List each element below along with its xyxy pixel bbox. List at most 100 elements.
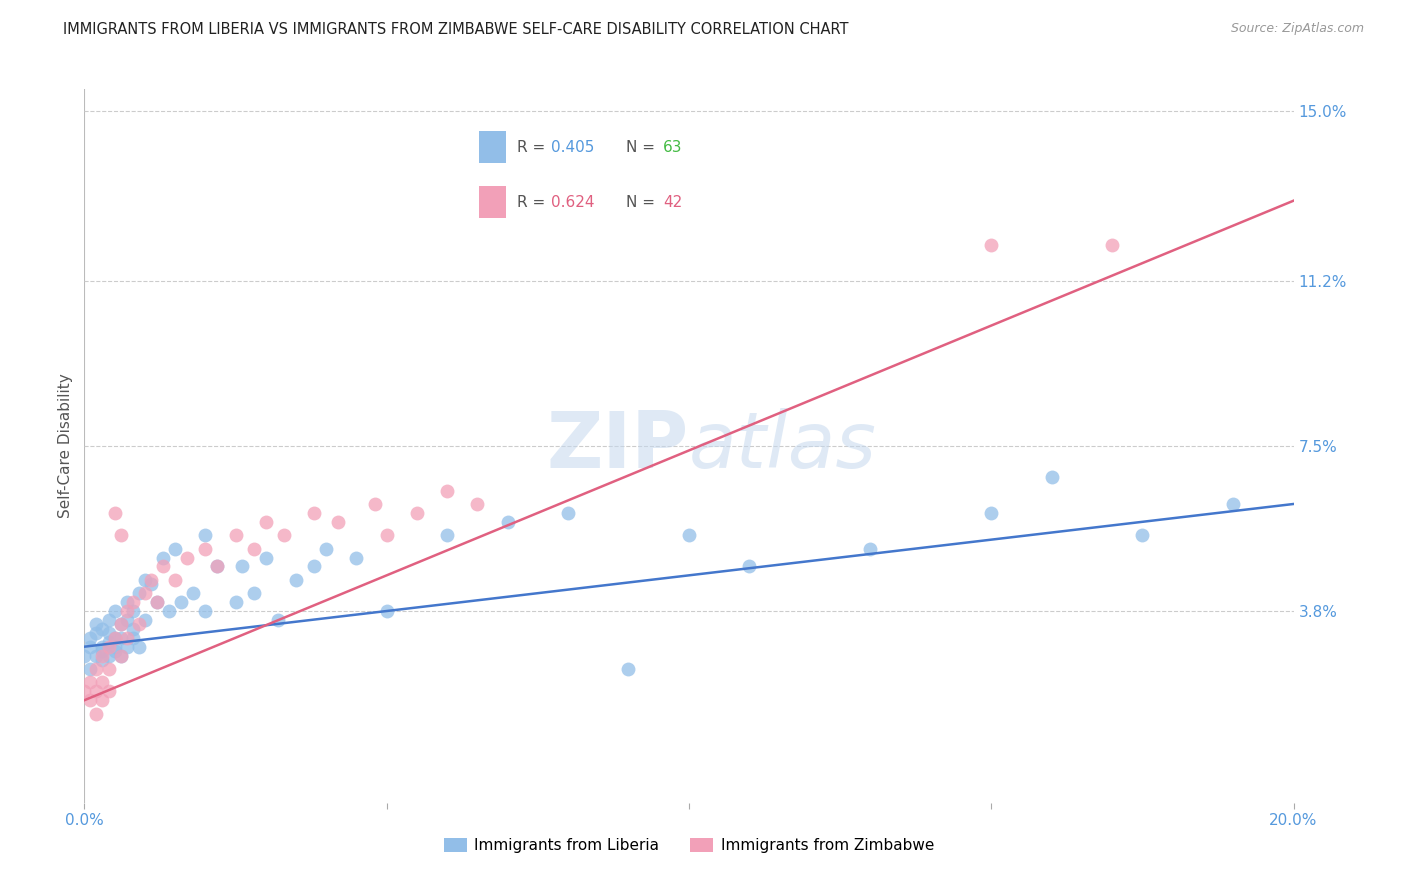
Point — [139, 573, 162, 587]
Point — [980, 506, 1002, 520]
Point — [157, 604, 180, 618]
Point — [302, 559, 325, 574]
Point — [146, 595, 169, 609]
Point — [110, 617, 132, 632]
Point — [1222, 497, 1244, 511]
Point — [91, 648, 114, 663]
Point — [181, 586, 204, 600]
Point — [86, 706, 108, 721]
Point — [97, 613, 120, 627]
Point — [121, 631, 143, 645]
Point — [557, 506, 579, 520]
Point — [165, 541, 187, 556]
Text: atlas: atlas — [689, 408, 877, 484]
Point — [285, 573, 308, 587]
Point — [97, 662, 120, 676]
Legend: Immigrants from Liberia, Immigrants from Zimbabwe: Immigrants from Liberia, Immigrants from… — [437, 832, 941, 859]
Y-axis label: Self-Care Disability: Self-Care Disability — [58, 374, 73, 518]
Point — [207, 559, 229, 574]
Point — [176, 550, 198, 565]
Point — [152, 559, 174, 574]
Point — [91, 653, 114, 667]
Point — [121, 604, 143, 618]
Point — [302, 506, 325, 520]
Point — [406, 506, 429, 520]
Point — [738, 559, 761, 574]
Text: IMMIGRANTS FROM LIBERIA VS IMMIGRANTS FROM ZIMBABWE SELF-CARE DISABILITY CORRELA: IMMIGRANTS FROM LIBERIA VS IMMIGRANTS FR… — [63, 22, 849, 37]
Point — [79, 640, 101, 654]
Point — [146, 595, 169, 609]
Point — [91, 675, 114, 690]
Point — [375, 528, 398, 542]
Point — [194, 528, 217, 542]
Point — [254, 550, 277, 565]
Point — [1130, 528, 1153, 542]
Point — [242, 586, 264, 600]
Point — [91, 644, 114, 658]
Point — [73, 648, 96, 663]
Text: ZIP: ZIP — [547, 408, 689, 484]
Point — [91, 622, 114, 636]
Point — [267, 613, 290, 627]
Point — [496, 515, 519, 529]
Point — [363, 497, 385, 511]
Point — [73, 684, 96, 698]
Point — [86, 662, 108, 676]
Point — [1101, 238, 1123, 252]
Point — [346, 550, 368, 565]
Point — [980, 238, 1002, 252]
Point — [104, 631, 127, 645]
Point — [79, 675, 101, 690]
Point — [134, 586, 156, 600]
Point — [194, 604, 217, 618]
Point — [273, 528, 295, 542]
Point — [315, 541, 337, 556]
Point — [859, 541, 882, 556]
Point — [121, 622, 143, 636]
Point — [152, 550, 174, 565]
Point — [110, 648, 132, 663]
Point — [104, 644, 127, 658]
Point — [1040, 470, 1063, 484]
Point — [97, 640, 120, 654]
Point — [678, 528, 700, 542]
Point — [115, 631, 138, 645]
Point — [254, 515, 277, 529]
Point — [86, 617, 108, 632]
Point — [97, 626, 120, 640]
Point — [328, 515, 350, 529]
Point — [194, 541, 217, 556]
Text: Source: ZipAtlas.com: Source: ZipAtlas.com — [1230, 22, 1364, 36]
Point — [134, 573, 156, 587]
Point — [467, 497, 489, 511]
Point — [165, 573, 187, 587]
Point — [110, 631, 132, 645]
Point — [207, 559, 229, 574]
Point — [436, 528, 458, 542]
Point — [436, 483, 458, 498]
Point — [375, 604, 398, 618]
Point — [115, 595, 138, 609]
Point — [128, 586, 150, 600]
Point — [231, 559, 253, 574]
Point — [617, 662, 640, 676]
Point — [79, 693, 101, 707]
Point — [242, 541, 264, 556]
Point — [225, 595, 247, 609]
Point — [104, 631, 127, 645]
Point — [79, 631, 101, 645]
Point — [115, 604, 138, 618]
Point — [128, 640, 150, 654]
Point — [128, 617, 150, 632]
Point — [79, 662, 101, 676]
Point — [86, 684, 108, 698]
Point — [91, 693, 114, 707]
Point — [170, 595, 193, 609]
Point — [97, 635, 120, 649]
Point — [104, 640, 127, 654]
Point — [134, 613, 156, 627]
Point — [115, 613, 138, 627]
Point — [86, 648, 108, 663]
Point — [97, 648, 120, 663]
Point — [110, 617, 132, 632]
